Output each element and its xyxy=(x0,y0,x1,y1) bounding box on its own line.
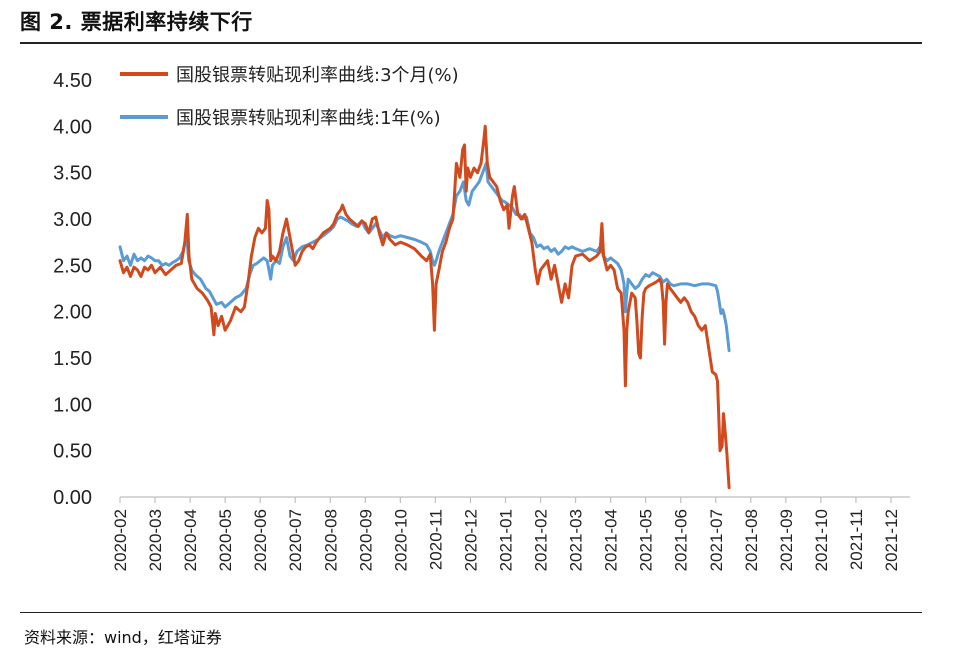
legend: 国股银票转贴现利率曲线:3个月(%) 国股银票转贴现利率曲线:1年(%) xyxy=(120,65,459,129)
line-chart: 0.00 0.50 1.00 1.50 2.00 2.50 3.00 3.50 4.00 4.50… xyxy=(53,65,910,571)
y-tick-label: 2.00 xyxy=(53,302,92,324)
y-tick-label: 1.50 xyxy=(53,348,92,370)
x-tick-label: 2021-07 xyxy=(707,509,726,571)
x-tick-label: 2021-04 xyxy=(602,509,621,571)
x-tick-label: 2021-02 xyxy=(532,509,551,571)
y-tick-label: 4.00 xyxy=(53,116,92,138)
title-divider xyxy=(20,42,922,44)
x-tick-label: 2020-07 xyxy=(286,509,305,571)
x-tick-label: 2021-09 xyxy=(777,509,796,571)
series-layer xyxy=(118,124,731,490)
y-tick-label: 0.50 xyxy=(53,441,92,463)
x-tick-label: 2020-03 xyxy=(146,509,165,571)
series-line-1y xyxy=(118,161,731,353)
x-tick-label: 2020-12 xyxy=(461,509,480,571)
x-tick-label: 2021-03 xyxy=(567,509,586,571)
x-tick-label: 2021-06 xyxy=(672,509,691,571)
series-line-3m xyxy=(118,124,731,490)
x-tick-label: 2020-02 xyxy=(111,509,130,571)
legend-label-1y: 国股银票转贴现利率曲线:1年(%) xyxy=(176,108,441,129)
source-note: 资料来源：wind，红塔证券 xyxy=(24,628,222,647)
x-tick-label: 2020-04 xyxy=(181,509,200,571)
x-tick-label: 2020-06 xyxy=(251,509,270,571)
x-tick-label: 2021-01 xyxy=(497,509,516,571)
y-tick-label: 3.00 xyxy=(53,209,92,231)
x-tick-label: 2021-11 xyxy=(847,509,866,570)
y-tick-label: 0.00 xyxy=(53,487,92,509)
x-tick-label: 2020-10 xyxy=(391,509,410,571)
x-tick-label: 2020-11 xyxy=(426,509,445,570)
figure-title: 图 2. 票据利率持续下行 xyxy=(20,10,253,34)
x-tick-label: 2021-08 xyxy=(742,509,761,571)
x-tick-label: 2021-05 xyxy=(637,509,656,571)
x-tick-label: 2021-10 xyxy=(812,509,831,571)
x-tick-label: 2020-05 xyxy=(216,509,235,571)
footer-divider xyxy=(20,612,922,613)
y-tick-label: 3.50 xyxy=(53,163,92,185)
legend-label-3m: 国股银票转贴现利率曲线:3个月(%) xyxy=(176,65,459,86)
x-tick-label: 2020-09 xyxy=(356,509,375,571)
y-tick-label: 1.00 xyxy=(53,394,92,416)
x-tick-label: 2020-08 xyxy=(321,509,340,571)
y-axis: 0.00 0.50 1.00 1.50 2.00 2.50 3.00 3.50 4.00 4.50 xyxy=(53,70,92,509)
x-axis: 2020-02 2020-03 2020-04 2020-05 2020-06 2020-… xyxy=(111,496,910,571)
y-tick-label: 2.50 xyxy=(53,255,92,277)
x-tick-label: 2021-12 xyxy=(882,509,901,571)
y-tick-label: 4.50 xyxy=(53,70,92,92)
